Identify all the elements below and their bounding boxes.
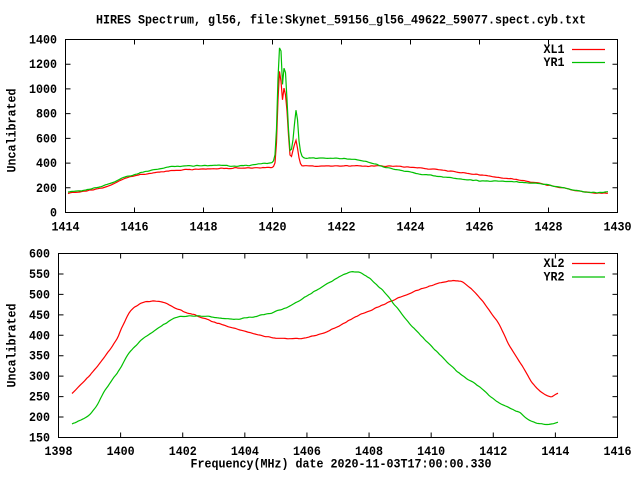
svg-text:Frequency(MHz) date 2020-11-03: Frequency(MHz) date 2020-11-03T17:00:00.… <box>191 457 492 472</box>
svg-text:1430: 1430 <box>604 220 632 235</box>
svg-text:Uncalibrated: Uncalibrated <box>5 304 20 388</box>
svg-text:0: 0 <box>50 206 57 221</box>
svg-text:1398: 1398 <box>45 444 73 459</box>
svg-text:Uncalibrated: Uncalibrated <box>5 89 20 173</box>
svg-text:1414: 1414 <box>52 220 80 235</box>
svg-text:1400: 1400 <box>29 33 57 48</box>
svg-text:1200: 1200 <box>29 57 57 72</box>
svg-text:1424: 1424 <box>397 220 425 235</box>
svg-text:1406: 1406 <box>293 444 321 459</box>
svg-text:1414: 1414 <box>541 444 569 459</box>
svg-text:XL2: XL2 <box>544 256 565 271</box>
svg-text:1400: 1400 <box>107 444 135 459</box>
svg-text:1418: 1418 <box>190 220 218 235</box>
svg-text:150: 150 <box>29 431 50 446</box>
svg-text:1426: 1426 <box>466 220 494 235</box>
svg-text:1428: 1428 <box>535 220 563 235</box>
svg-text:300: 300 <box>29 369 50 384</box>
svg-text:400: 400 <box>36 156 57 171</box>
svg-text:HIRES Spectrum, gl56, file:Sky: HIRES Spectrum, gl56, file:Skynet_59156_… <box>96 13 586 28</box>
svg-text:1410: 1410 <box>417 444 445 459</box>
svg-text:YR2: YR2 <box>544 270 565 285</box>
svg-text:400: 400 <box>29 328 50 343</box>
svg-text:1416: 1416 <box>604 444 632 459</box>
svg-text:500: 500 <box>29 287 50 302</box>
svg-text:200: 200 <box>36 181 57 196</box>
svg-text:450: 450 <box>29 308 50 323</box>
svg-text:600: 600 <box>29 247 50 262</box>
svg-text:YR1: YR1 <box>544 55 565 70</box>
svg-text:800: 800 <box>36 107 57 122</box>
svg-text:350: 350 <box>29 349 50 364</box>
svg-text:1420: 1420 <box>259 220 287 235</box>
svg-text:250: 250 <box>29 390 50 405</box>
svg-text:1402: 1402 <box>169 444 197 459</box>
svg-text:1408: 1408 <box>355 444 383 459</box>
svg-text:200: 200 <box>29 410 50 425</box>
svg-text:XL1: XL1 <box>544 42 565 57</box>
svg-text:600: 600 <box>36 131 57 146</box>
svg-text:1404: 1404 <box>231 444 259 459</box>
svg-text:550: 550 <box>29 267 50 282</box>
svg-text:1000: 1000 <box>29 82 57 97</box>
svg-text:1416: 1416 <box>121 220 149 235</box>
svg-text:1422: 1422 <box>328 220 356 235</box>
svg-text:1412: 1412 <box>479 444 507 459</box>
